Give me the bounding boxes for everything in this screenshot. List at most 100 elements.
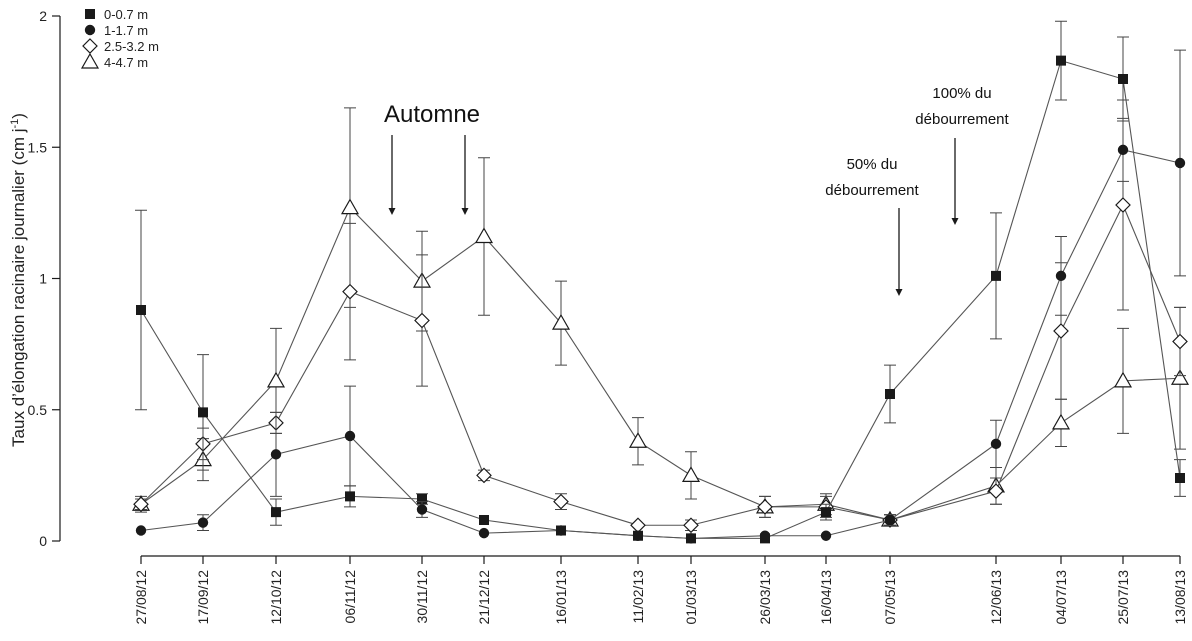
data-point	[991, 270, 1001, 281]
data-point	[1118, 74, 1128, 84]
series-4	[131, 107, 1190, 527]
data-point	[135, 525, 147, 536]
data-point	[681, 466, 701, 482]
data-point	[630, 517, 646, 534]
x-tick-label: 26/03/13	[757, 570, 773, 625]
x-tick-label: 12/06/13	[988, 570, 1004, 625]
legend-marker	[85, 9, 95, 19]
legend-marker	[80, 52, 100, 69]
series-line	[140, 206, 1181, 521]
data-point	[474, 227, 494, 244]
data-point	[1056, 55, 1066, 66]
data-point	[757, 499, 773, 515]
arrow-head	[461, 208, 469, 215]
data-point	[1117, 144, 1129, 156]
x-tick-label: 13/08/13	[1172, 570, 1188, 625]
series-line	[140, 59, 1181, 539]
arrow-head	[895, 289, 903, 296]
data-point	[821, 507, 831, 518]
data-point	[197, 517, 209, 528]
data-point	[820, 530, 832, 541]
x-tick-label: 04/07/13	[1053, 570, 1069, 625]
annotation-100-line2: débourrement	[915, 111, 1009, 128]
legend-marker	[82, 38, 98, 54]
data-point	[476, 467, 492, 484]
data-point	[1175, 473, 1185, 483]
series-line	[140, 203, 1181, 526]
data-point	[340, 198, 360, 215]
annotation-arrow	[388, 135, 396, 215]
data-point	[685, 533, 697, 544]
x-tick-label: 25/07/13	[1115, 570, 1131, 625]
data-point	[479, 515, 489, 525]
data-point	[1053, 323, 1069, 339]
data-point	[551, 313, 571, 330]
data-point	[345, 491, 355, 502]
annotation-50-line2: débourrement	[825, 182, 919, 199]
data-point	[1051, 413, 1071, 430]
x-tick-label: 16/01/13	[553, 570, 569, 625]
data-point	[683, 517, 699, 534]
y-tick-label: 2	[39, 8, 47, 24]
series-1	[135, 20, 1186, 544]
y-tick-label: 1.5	[28, 139, 48, 155]
data-point	[136, 305, 146, 315]
legend-label: 1-1.7 m	[104, 23, 148, 38]
data-point	[885, 389, 895, 399]
data-point	[342, 283, 358, 300]
annotation-arrow	[895, 208, 903, 296]
data-point	[416, 504, 428, 515]
y-tick-label: 0.5	[28, 402, 48, 418]
x-tick-label: 12/10/12	[268, 570, 284, 625]
annotation-50-line1: 50% du	[847, 156, 898, 173]
data-point	[988, 483, 1004, 499]
data-point	[555, 525, 567, 536]
series-layer	[131, 20, 1190, 544]
y-tick-label: 0	[39, 533, 47, 549]
data-point	[417, 494, 427, 504]
arrow-head	[951, 218, 959, 225]
annotation-autumn: Automne	[384, 101, 480, 128]
data-point	[759, 530, 771, 541]
annotations: Automne 100% du débourrement 50% du débourre…	[384, 85, 1010, 296]
data-point	[990, 438, 1002, 450]
axes: 0 0.5 1 1.5 2 27/08/12 17/09/12 12/10/12 06/11/1…	[9, 8, 1188, 625]
data-point	[478, 527, 490, 539]
x-tick-label: 21/12/12	[476, 570, 492, 625]
x-tick-label: 11/02/13	[630, 570, 646, 624]
x-tick-label: 17/09/12	[195, 570, 211, 625]
y-axis-label: Taux d’élongation racinaire journalier (…	[9, 113, 28, 447]
x-tick-label: 16/04/13	[818, 570, 834, 625]
annotation-100-line1: 100% du	[932, 85, 991, 102]
y-tick-label: 1	[39, 271, 47, 287]
arrow-head	[388, 208, 396, 215]
data-point	[1055, 270, 1067, 282]
data-point	[133, 496, 149, 513]
data-point	[628, 432, 648, 448]
data-point	[1113, 371, 1133, 388]
x-tick-label: 30/11/12	[414, 570, 430, 624]
legend-marker	[84, 24, 96, 36]
legend-label: 4-4.7 m	[104, 55, 148, 70]
legend-label: 0-0.7 m	[104, 7, 148, 22]
x-tick-label: 06/11/12	[342, 570, 358, 624]
data-point	[1170, 369, 1190, 385]
x-tick-label: 07/05/13	[882, 570, 898, 625]
data-point	[632, 530, 644, 541]
data-point	[198, 407, 208, 418]
legend-label: 2.5-3.2 m	[104, 39, 159, 54]
x-tick-label: 01/03/13	[683, 570, 699, 625]
annotation-arrow	[951, 138, 959, 225]
data-point	[266, 371, 286, 388]
series-2	[135, 49, 1186, 544]
x-tick-label: 27/08/12	[133, 570, 149, 625]
data-point	[553, 493, 569, 510]
data-point	[1115, 197, 1131, 213]
legend: 0-0.7 m1-1.7 m2.5-3.2 m4-4.7 m	[80, 7, 159, 70]
data-point	[344, 430, 356, 442]
data-point	[414, 312, 430, 329]
data-point	[270, 449, 282, 460]
data-point	[1172, 333, 1188, 350]
annotation-arrow	[461, 135, 469, 215]
